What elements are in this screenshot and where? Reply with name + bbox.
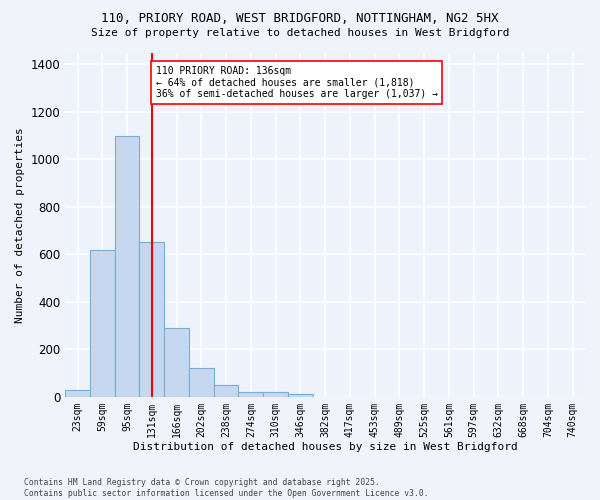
Bar [65,390,90,397]
Bar [90,250,115,397]
Text: Contains HM Land Registry data © Crown copyright and database right 2025.
Contai: Contains HM Land Registry data © Crown c… [24,478,428,498]
Text: 110, PRIORY ROAD, WEST BRIDGFORD, NOTTINGHAM, NG2 5HX: 110, PRIORY ROAD, WEST BRIDGFORD, NOTTIN… [101,12,499,26]
Y-axis label: Number of detached properties: Number of detached properties [15,127,25,322]
Bar [139,242,164,397]
Bar [164,328,189,397]
Text: 110 PRIORY ROAD: 136sqm
← 64% of detached houses are smaller (1,818)
36% of semi: 110 PRIORY ROAD: 136sqm ← 64% of detache… [155,66,437,99]
Bar [189,368,214,397]
Bar [214,385,238,397]
Bar [288,394,313,397]
Text: Size of property relative to detached houses in West Bridgford: Size of property relative to detached ho… [91,28,509,38]
X-axis label: Distribution of detached houses by size in West Bridgford: Distribution of detached houses by size … [133,442,517,452]
Bar [263,392,288,397]
Bar [115,136,139,397]
Bar [238,392,263,397]
